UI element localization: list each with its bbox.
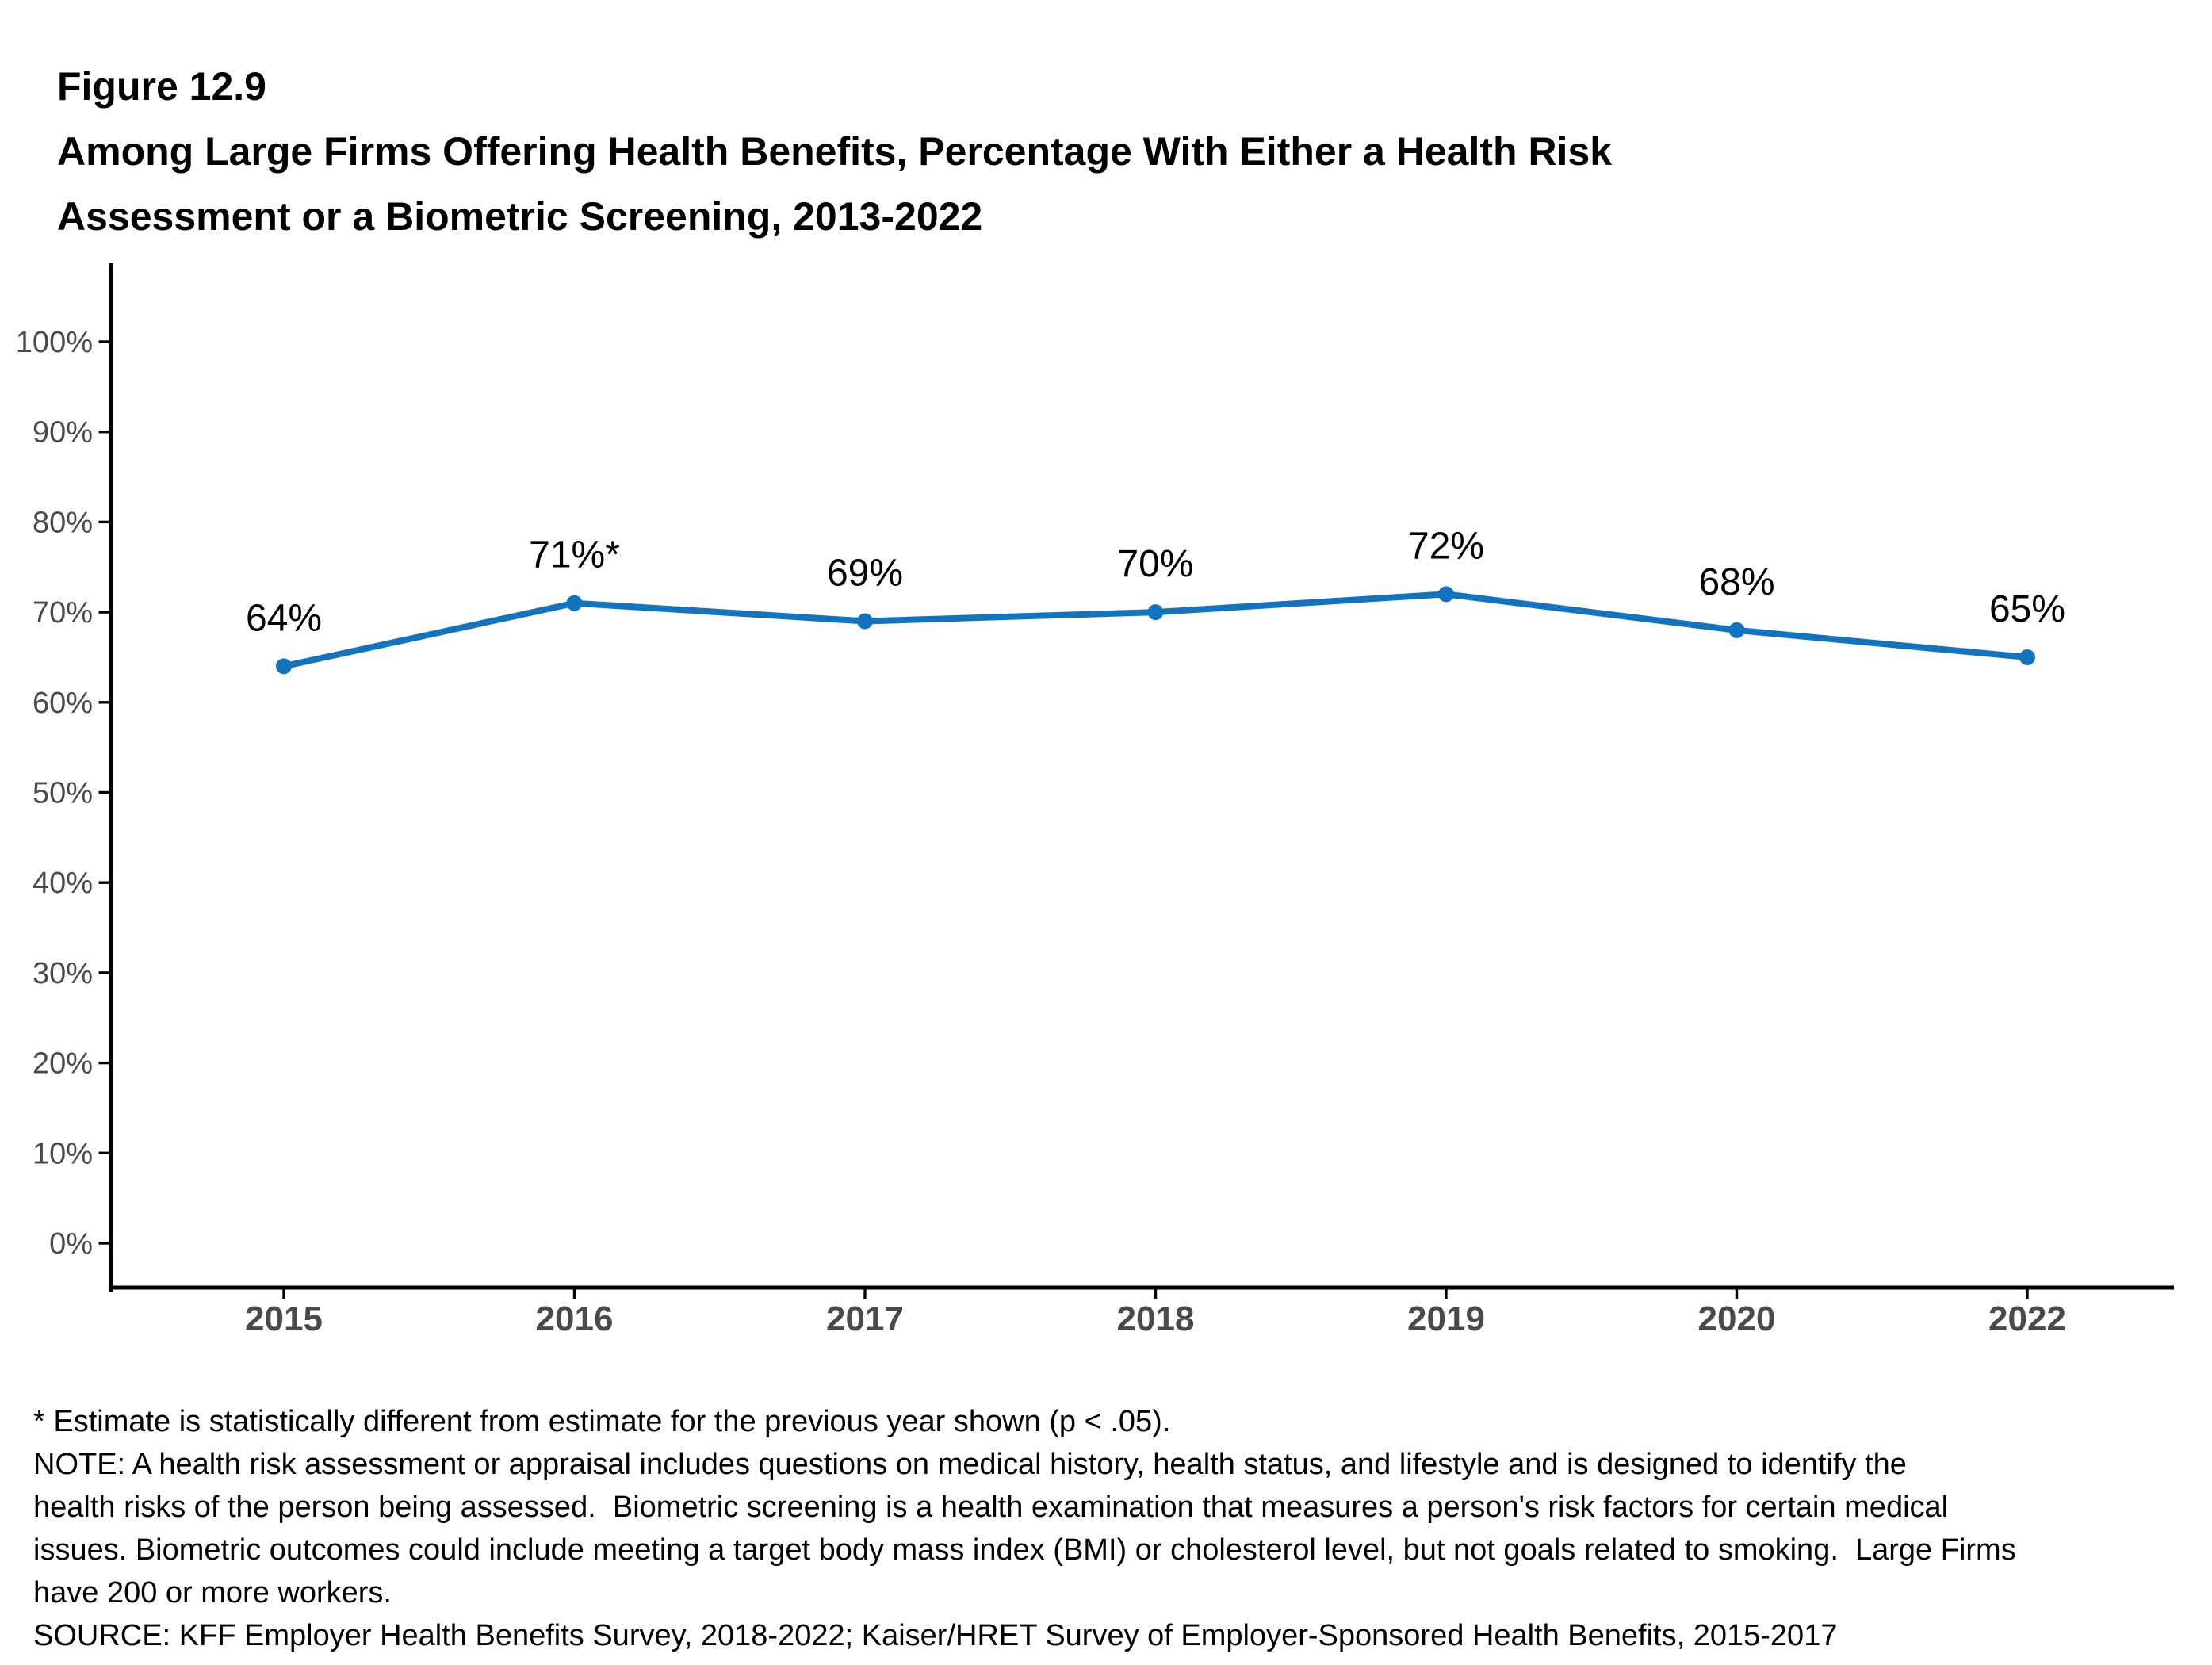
y-tick-label: 60%: [33, 687, 93, 720]
data-point: [566, 595, 583, 611]
footnote-note-line-4: have 200 or more workers.: [33, 1576, 392, 1610]
data-point: [2019, 649, 2035, 665]
figure-number: Figure 12.9: [57, 64, 266, 109]
y-tick-label: 90%: [33, 416, 93, 450]
data-point-label: 64%: [246, 597, 322, 639]
data-point-label: 68%: [1698, 561, 1774, 603]
data-point: [1147, 604, 1164, 621]
data-point: [1438, 586, 1454, 603]
y-tick-label: 30%: [33, 957, 93, 990]
data-point-label: 71%*: [529, 534, 620, 576]
x-tick-label: 2016: [536, 1299, 614, 1338]
data-point-label: 69%: [827, 552, 903, 594]
x-tick-label: 2022: [1988, 1299, 2066, 1338]
footnote-note-line-1: NOTE: A health risk assessment or apprai…: [33, 1448, 1907, 1481]
y-tick-label: 0%: [49, 1227, 93, 1261]
y-tick-label: 100%: [16, 326, 93, 359]
title-block: Figure 12.9 Among Large Firms Offering H…: [57, 54, 1612, 249]
footnote-asterisk: * Estimate is statistically different fr…: [33, 1405, 1171, 1438]
x-tick-label: 2020: [1698, 1299, 1776, 1338]
figure-title-line-1: Among Large Firms Offering Health Benefi…: [57, 129, 1613, 174]
y-tick-label: 70%: [33, 596, 93, 630]
data-point-label: 72%: [1408, 525, 1484, 567]
y-tick-label: 50%: [33, 777, 93, 810]
footnote-source: SOURCE: KFF Employer Health Benefits Sur…: [33, 1619, 1838, 1652]
footnotes-block: * Estimate is statistically different fr…: [33, 1400, 2016, 1657]
footnote-note-line-3: issues. Biometric outcomes could include…: [33, 1533, 2016, 1567]
x-tick-label: 2015: [245, 1299, 323, 1338]
y-tick-label: 80%: [33, 506, 93, 539]
footnote-note-line-2: health risks of the person being assesse…: [33, 1491, 1949, 1524]
y-tick-label: 40%: [33, 867, 93, 900]
data-point: [1728, 622, 1745, 638]
data-point: [276, 658, 292, 675]
x-tick-label: 2018: [1117, 1299, 1195, 1338]
x-tick-label: 2017: [826, 1299, 904, 1338]
figure-title-line-2: Assessment or a Biometric Screening, 201…: [57, 194, 983, 239]
data-point-label: 70%: [1117, 543, 1193, 585]
data-point-label: 65%: [1989, 588, 2065, 630]
data-point: [857, 613, 873, 630]
y-tick-label: 10%: [33, 1137, 93, 1170]
x-tick-label: 2019: [1407, 1299, 1485, 1338]
y-tick-label: 20%: [33, 1047, 93, 1081]
